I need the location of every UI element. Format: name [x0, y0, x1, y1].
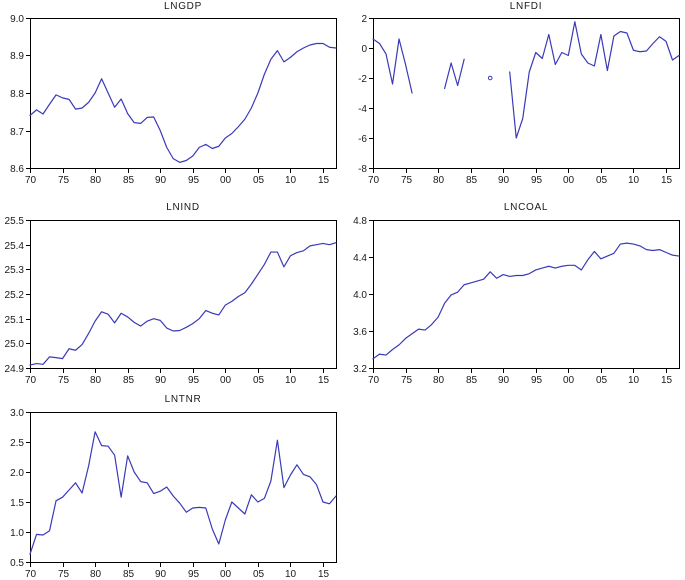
svg-text:-2: -2	[358, 74, 367, 85]
svg-text:95: 95	[188, 175, 200, 186]
svg-text:15: 15	[318, 569, 330, 580]
svg-text:90: 90	[155, 375, 167, 386]
svg-text:4.0: 4.0	[353, 290, 367, 301]
svg-text:2.0: 2.0	[10, 468, 24, 479]
lnfdi-line-plot: 2 0 -2 -4 -6 -870 75 80 85 90 95 00 05 10 15	[358, 14, 680, 186]
lncoal-line-plot: 4.8 4.4 4.0 3.6 3.270 75 80 85 90 95 00 05 10 15	[353, 216, 680, 386]
svg-text:10: 10	[285, 569, 297, 580]
svg-text:85: 85	[123, 175, 135, 186]
svg-text:00: 00	[220, 175, 232, 186]
chart-lnfdi: LNFDI 2 0 -2 -4 -6 -8 70 75 80 85 90 95 00 05 10 15	[343, 0, 685, 195]
svg-text:90: 90	[155, 175, 167, 186]
svg-text:70: 70	[368, 175, 380, 186]
svg-text:3.6: 3.6	[353, 327, 367, 338]
lngdp-line-plot: 9.0 8.9 8.8 8.7 8.670 75 80 85 90 95 00 05 10 15	[10, 14, 337, 186]
svg-text:-4: -4	[358, 104, 367, 115]
svg-text:95: 95	[531, 175, 543, 186]
svg-text:80: 80	[90, 569, 102, 580]
lnind-line-plot: 25.5 25.4 25.3 25.2 25.1 25.0 24.970 75 80 85 90 95…	[5, 216, 337, 386]
svg-text:8.6: 8.6	[10, 164, 24, 175]
svg-text:70: 70	[25, 175, 37, 186]
svg-text:8.7: 8.7	[10, 127, 24, 138]
svg-text:10: 10	[628, 375, 640, 386]
svg-text:70: 70	[368, 375, 380, 386]
chart-title-lnfdi: LNFDI	[509, 1, 543, 12]
svg-text:10: 10	[285, 375, 297, 386]
svg-text:24.9: 24.9	[5, 364, 25, 375]
svg-text:80: 80	[90, 175, 102, 186]
svg-text:80: 80	[433, 375, 445, 386]
svg-text:90: 90	[498, 375, 510, 386]
svg-text:75: 75	[401, 175, 413, 186]
svg-text:3.2: 3.2	[353, 364, 367, 375]
svg-text:05: 05	[253, 569, 265, 580]
svg-text:25.4: 25.4	[5, 241, 25, 252]
chart-title-lngdp: LNGDP	[164, 1, 202, 12]
svg-text:95: 95	[188, 569, 200, 580]
svg-text:75: 75	[58, 175, 70, 186]
svg-text:75: 75	[58, 569, 70, 580]
svg-text:70: 70	[25, 569, 37, 580]
svg-text:25.5: 25.5	[5, 216, 25, 227]
svg-text:05: 05	[253, 375, 265, 386]
svg-text:00: 00	[563, 375, 575, 386]
svg-text:10: 10	[285, 175, 297, 186]
svg-text:00: 00	[563, 175, 575, 186]
chart-title-lnind: LNIND	[166, 202, 200, 213]
svg-text:15: 15	[318, 375, 330, 386]
svg-text:85: 85	[466, 175, 478, 186]
lntnr-line-plot: 3.0 2.5 2.0 1.5 1.0 0.570 75 80 85 90 95 00 05 10 15	[10, 408, 337, 580]
svg-text:15: 15	[318, 175, 330, 186]
svg-text:1.0: 1.0	[10, 528, 24, 539]
svg-text:25.2: 25.2	[5, 290, 25, 301]
svg-text:15: 15	[661, 175, 673, 186]
svg-text:0: 0	[361, 44, 367, 55]
svg-text:95: 95	[531, 375, 543, 386]
svg-text:80: 80	[433, 175, 445, 186]
svg-text:90: 90	[155, 569, 167, 580]
chart-lncoal: LNCOAL 4.8 4.4 4.0 3.6 3.2 70 75 80 85 90 95 00 05 10…	[343, 195, 685, 390]
chart-lnind: LNIND 25.5 25.4 25.3 25.2 25.1 25.0 24.9 70 75 80…	[0, 195, 342, 390]
svg-text:9.0: 9.0	[10, 14, 24, 25]
svg-text:95: 95	[188, 375, 200, 386]
svg-text:85: 85	[123, 375, 135, 386]
svg-text:05: 05	[596, 375, 608, 386]
svg-text:3.0: 3.0	[10, 408, 24, 419]
chart-title-lncoal: LNCOAL	[503, 202, 549, 213]
svg-text:05: 05	[253, 175, 265, 186]
svg-text:8.8: 8.8	[10, 89, 24, 100]
svg-text:8.9: 8.9	[10, 51, 24, 62]
chart-title-lntnr: LNTNR	[164, 394, 202, 405]
svg-text:2: 2	[361, 14, 367, 25]
svg-text:15: 15	[661, 375, 673, 386]
chart-lntnr: LNTNR 3.0 2.5 2.0 1.5 1.0 0.5 70 75 80 85 90 95 00 05…	[0, 390, 342, 580]
svg-text:1.5: 1.5	[10, 498, 24, 509]
svg-text:85: 85	[466, 375, 478, 386]
svg-text:25.3: 25.3	[5, 265, 25, 276]
svg-text:25.1: 25.1	[5, 315, 25, 326]
svg-text:-8: -8	[358, 164, 367, 175]
svg-text:75: 75	[401, 375, 413, 386]
svg-text:85: 85	[123, 569, 135, 580]
svg-text:-6: -6	[358, 134, 367, 145]
svg-text:00: 00	[220, 375, 232, 386]
svg-text:0.5: 0.5	[10, 558, 24, 569]
chart-lngdp: LNGDP 9.0 8.9 8.8 8.7 8.6 70 75 80 85 90 95 00 05 10 1…	[0, 0, 342, 195]
svg-text:4.8: 4.8	[353, 216, 367, 227]
svg-text:10: 10	[628, 175, 640, 186]
svg-text:05: 05	[596, 175, 608, 186]
svg-text:70: 70	[25, 375, 37, 386]
svg-text:4.4: 4.4	[353, 253, 367, 264]
svg-text:25.0: 25.0	[5, 339, 25, 350]
svg-text:00: 00	[220, 569, 232, 580]
svg-text:90: 90	[498, 175, 510, 186]
svg-text:75: 75	[58, 375, 70, 386]
svg-text:2.5: 2.5	[10, 438, 24, 449]
svg-text:80: 80	[90, 375, 102, 386]
